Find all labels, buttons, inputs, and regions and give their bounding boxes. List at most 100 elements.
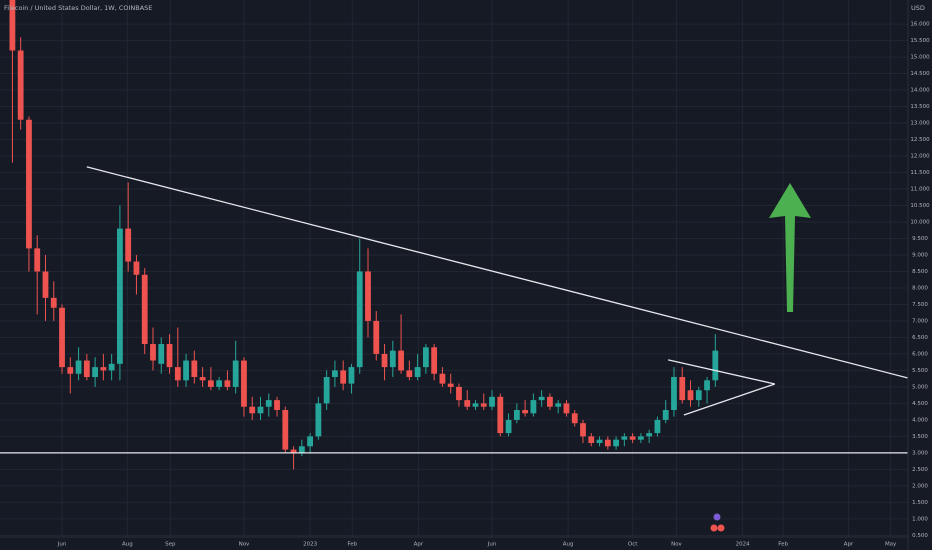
x-tick-label: Nov	[239, 542, 250, 548]
candle-body	[59, 307, 65, 368]
candle-body	[431, 347, 438, 374]
up-arrow	[769, 183, 811, 312]
candle-body	[265, 400, 272, 407]
trend-line	[683, 383, 776, 416]
candle-body	[687, 390, 694, 401]
candle-body	[414, 367, 421, 378]
candle-body	[613, 439, 619, 447]
x-tick-label: Feb	[778, 542, 788, 548]
candle-body	[447, 383, 454, 387]
candle-body	[464, 400, 471, 407]
plot-area	[0, 0, 908, 470]
candle-body	[216, 380, 223, 387]
candle-body	[108, 363, 115, 371]
candle-body	[563, 403, 570, 414]
candle-body	[588, 436, 595, 443]
x-tick-label: Aug	[122, 542, 133, 548]
candle-body	[654, 419, 661, 434]
y-tick-label: 3.500	[912, 434, 928, 440]
trend-line	[86, 166, 908, 379]
candle-body	[580, 423, 586, 437]
x-tick-label: May	[885, 542, 897, 548]
x-tick-label: Feb	[347, 542, 357, 548]
x-tick-label: Jun	[487, 542, 497, 548]
candle-body	[26, 119, 32, 249]
y-tick-label: 15.500	[910, 38, 930, 44]
candle-body	[92, 367, 98, 378]
candle-body	[290, 449, 297, 453]
candle-body	[166, 344, 173, 368]
candle-body	[712, 350, 719, 381]
candle-body	[555, 403, 562, 407]
candle-body	[158, 344, 165, 364]
candle-body	[117, 228, 123, 364]
event-marker	[713, 513, 721, 521]
candle-body	[199, 377, 206, 381]
candle-body	[332, 370, 338, 378]
candle-body	[489, 396, 495, 407]
chart-title: Filecoin / United States Dollar, 1W, COI…	[4, 4, 152, 12]
y-tick-label: 14.500	[910, 71, 930, 77]
y-tick-label: 8.500	[912, 269, 928, 275]
y-tick-label: 4.500	[912, 401, 928, 407]
y-tick-label: 7.500	[912, 302, 928, 308]
candle-body	[340, 370, 347, 384]
candle-body	[439, 373, 446, 384]
candle-body	[9, 0, 16, 51]
candle-body	[207, 380, 214, 387]
candle-body	[456, 386, 462, 401]
y-tick-label: 12.500	[910, 137, 930, 143]
candle-body	[356, 271, 363, 368]
candle-body	[232, 360, 239, 387]
y-tick-label: 1.500	[912, 500, 928, 506]
y-tick-label: 1.000	[912, 516, 928, 522]
candle-body	[679, 377, 686, 401]
y-tick-label: 13.500	[910, 104, 930, 110]
candle-body	[50, 297, 57, 308]
event-marker	[710, 524, 718, 532]
candle-body	[547, 396, 553, 407]
y-tick-label: 6.500	[912, 335, 928, 341]
candle-body	[141, 274, 148, 345]
x-tick-label: Jun	[57, 542, 67, 548]
y-tick-label: 6.000	[912, 351, 928, 357]
candle-body	[307, 436, 314, 447]
candle-body	[249, 406, 256, 414]
candle-body	[522, 410, 529, 414]
y-tick-label: 5.000	[912, 384, 928, 390]
candle-body	[497, 396, 504, 434]
candle-body	[365, 271, 371, 321]
candle-body	[348, 367, 355, 384]
candle-body	[422, 347, 429, 368]
grid	[0, 0, 908, 537]
x-tick-label: Nov	[671, 542, 682, 548]
candle-body	[298, 446, 305, 453]
candle-body	[596, 439, 603, 443]
y-tick-label: 10.000	[910, 219, 930, 225]
y-tick-label: 9.500	[912, 236, 928, 242]
x-tick-label: Apr	[414, 542, 424, 548]
y-tick-label: 4.000	[912, 417, 928, 423]
y-tick-label: 11.500	[910, 170, 930, 176]
candle-body	[472, 403, 479, 407]
candle-body	[406, 370, 413, 378]
y-tick-label: 9.000	[912, 252, 928, 258]
x-tick-label: 2023	[303, 542, 317, 548]
candle-body	[513, 410, 520, 420]
candle-body	[323, 377, 330, 404]
candle-body	[83, 360, 90, 378]
arrow	[769, 183, 811, 312]
y-tick-label: 12.000	[910, 154, 930, 160]
candle-body	[662, 410, 669, 420]
candle-body	[17, 50, 24, 120]
y-tick-label: 7.000	[912, 318, 928, 324]
candle-body	[125, 228, 132, 262]
candle-body	[274, 400, 280, 411]
candle-body	[100, 367, 107, 371]
candle-body	[257, 406, 264, 414]
candle-body	[621, 436, 628, 440]
candle-body	[480, 403, 487, 407]
y-tick-label: 0.500	[912, 533, 928, 539]
candle-body	[538, 396, 545, 401]
